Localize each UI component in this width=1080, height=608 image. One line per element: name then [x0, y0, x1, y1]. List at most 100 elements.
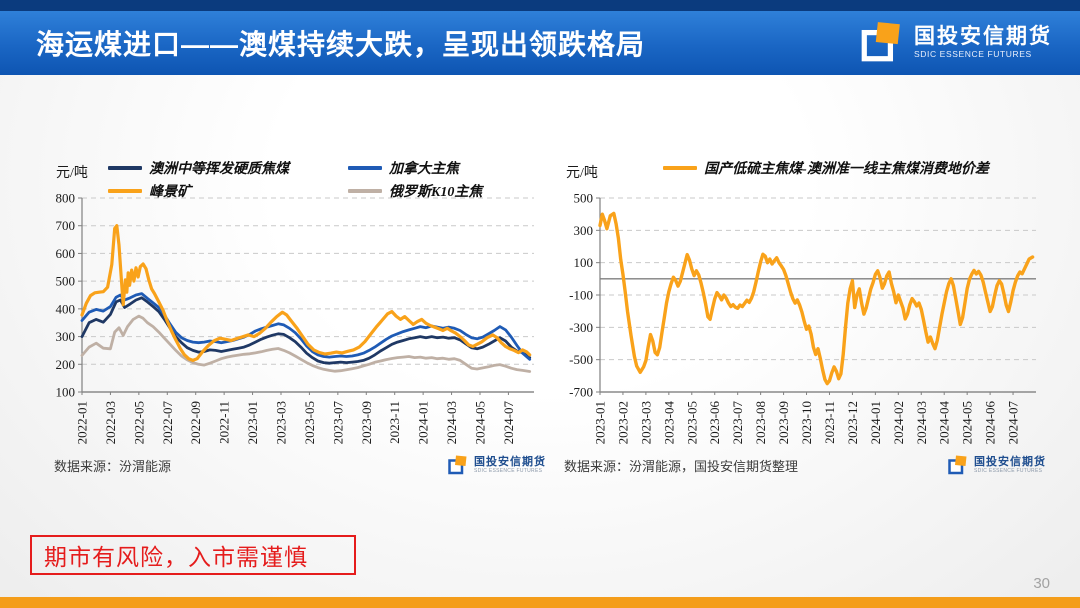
logo-mark-icon [948, 455, 967, 475]
risk-warning-box: 期市有风险，入市需谨慎 [30, 535, 356, 575]
line-chart-svg: 100 200 300 400 500 600 700 800 2022-01 2022-03 20… [56, 192, 534, 445]
watermark-logo: 国投安信期货 SDIC ESSENCE FUTURES [947, 454, 1046, 476]
header-top-strip [0, 0, 1080, 11]
logo-name: 国投安信期货 [974, 456, 1046, 468]
svg-text:2022-09: 2022-09 [188, 401, 203, 444]
legend-item: 国产低硫主焦煤-澳洲准一线主焦煤消费地价差 [663, 158, 989, 178]
legend-item: 俄罗斯K10主焦 [348, 181, 540, 201]
svg-text:100: 100 [56, 385, 76, 400]
chart-legend: 国产低硫主焦煤-澳洲准一线主焦煤消费地价差 [616, 158, 1036, 178]
legend-item: 峰景矿 [108, 181, 348, 201]
svg-text:800: 800 [56, 192, 76, 206]
svg-text:700: 700 [56, 218, 76, 233]
svg-text:2024-03: 2024-03 [914, 401, 929, 444]
risk-warning-text: 期市有风险，入市需谨慎 [44, 544, 308, 570]
watermark-text: 国投安信期货 SDIC ESSENCE FUTURES [974, 456, 1046, 474]
logo-mark-icon [861, 22, 900, 62]
svg-text:2023-05: 2023-05 [684, 401, 699, 444]
logo-subtitle: SDIC ESSENCE FUTURES [914, 49, 1032, 59]
svg-text:2023-12: 2023-12 [845, 401, 860, 444]
svg-text:2024-06: 2024-06 [983, 401, 998, 445]
svg-text:2024-01: 2024-01 [868, 401, 883, 444]
legend-swatch [108, 166, 142, 170]
svg-text:400: 400 [56, 301, 76, 316]
svg-text:-500: -500 [569, 352, 593, 367]
svg-text:2024-02: 2024-02 [891, 401, 906, 444]
svg-text:300: 300 [56, 329, 76, 344]
logo-name: 国投安信期货 [474, 456, 546, 468]
source-row: 数据来源：汾渭能源，国投安信期货整理 国投安信期货 SDIC ESSENCE F… [564, 454, 1046, 476]
logo-mark-icon [448, 455, 467, 475]
legend-swatch [348, 166, 382, 170]
svg-text:2023-11: 2023-11 [387, 401, 402, 444]
watermark-logo: 国投安信期货 SDIC ESSENCE FUTURES [447, 454, 546, 476]
left-price-chart: 元/吨 澳洲中等挥发硬质焦煤 加拿大主焦峰景矿 俄罗斯K10主焦 100 200 300… [46, 150, 548, 490]
svg-text:500: 500 [56, 274, 76, 289]
legend-swatch [108, 189, 142, 193]
svg-text:2022-01: 2022-01 [75, 401, 90, 444]
svg-text:300: 300 [574, 223, 594, 238]
logo-text: 国投安信期货 SDIC ESSENCE FUTURES [914, 25, 1052, 59]
svg-text:2024-05: 2024-05 [960, 401, 975, 444]
svg-text:2023-10: 2023-10 [799, 401, 814, 444]
legend-label: 国产低硫主焦煤-澳洲准一线主焦煤消费地价差 [704, 162, 989, 177]
data-source-label: 数据来源：汾渭能源，国投安信期货整理 [564, 458, 799, 474]
svg-text:2023-07: 2023-07 [330, 401, 345, 445]
svg-text:2022-07: 2022-07 [160, 401, 175, 445]
svg-text:2023-03: 2023-03 [638, 401, 653, 444]
line-chart-svg: -700 -500 -300 -100 100 300 500 2023-01 2023-02 2… [569, 192, 1036, 445]
svg-text:-300: -300 [569, 320, 593, 335]
svg-text:2024-05: 2024-05 [472, 401, 487, 444]
legend-label: 俄罗斯K10主焦 [389, 185, 483, 200]
header-bar: 海运煤进口——澳煤持续大跌，呈现出领跌格局 国投安信期货 SDIC ESSENC… [0, 11, 1080, 75]
watermark-text: 国投安信期货 SDIC ESSENCE FUTURES [474, 456, 546, 474]
y-axis-unit-label: 元/吨 [56, 166, 88, 181]
legend-swatch [348, 189, 382, 193]
data-source-label: 数据来源：汾渭能源 [54, 458, 172, 474]
svg-text:500: 500 [574, 192, 594, 206]
logo-subtitle: SDIC ESSENCE FUTURES [974, 468, 1043, 474]
svg-text:2023-03: 2023-03 [273, 401, 288, 444]
svg-text:2024-07: 2024-07 [1006, 401, 1021, 445]
svg-text:2024-07: 2024-07 [501, 401, 516, 445]
legend-swatch [663, 166, 698, 170]
svg-text:600: 600 [56, 246, 76, 261]
company-logo: 国投安信期货 SDIC ESSENCE FUTURES [858, 19, 1052, 65]
svg-text:2023-01: 2023-01 [593, 401, 608, 444]
svg-text:2024-04: 2024-04 [937, 401, 952, 445]
svg-text:2023-11: 2023-11 [822, 401, 837, 444]
source-row: 数据来源：汾渭能源 国投安信期货 SDIC ESSENCE FUTURES [54, 454, 546, 476]
page-title: 海运煤进口——澳煤持续大跌，呈现出领跌格局 [36, 29, 646, 60]
legend-label: 澳洲中等挥发硬质焦煤 [149, 162, 289, 177]
svg-text:2022-11: 2022-11 [217, 401, 232, 444]
logo-name: 国投安信期货 [914, 25, 1052, 48]
svg-text:2023-02: 2023-02 [615, 401, 630, 444]
legend-label: 峰景矿 [149, 185, 191, 200]
page-number: 30 [1033, 575, 1050, 592]
svg-text:2023-08: 2023-08 [753, 401, 768, 444]
svg-text:2023-07: 2023-07 [730, 401, 745, 445]
legend-item: 澳洲中等挥发硬质焦煤 [108, 158, 348, 178]
svg-text:2023-09: 2023-09 [359, 401, 374, 444]
right-spread-chart: 元/吨 国产低硫主焦煤-澳洲准一线主焦煤消费地价差 -700 -500 -300 -1… [556, 150, 1048, 490]
svg-text:100: 100 [574, 255, 594, 270]
svg-text:2023-06: 2023-06 [707, 401, 722, 445]
svg-text:200: 200 [56, 357, 76, 372]
y-axis-unit-label: 元/吨 [566, 166, 598, 181]
logo-subtitle: SDIC ESSENCE FUTURES [474, 468, 543, 474]
svg-text:2023-01: 2023-01 [245, 401, 260, 444]
legend-item: 加拿大主焦 [348, 158, 540, 178]
bottom-accent-bar [0, 597, 1080, 608]
chart-legend: 澳洲中等挥发硬质焦煤 加拿大主焦峰景矿 俄罗斯K10主焦 [108, 158, 540, 201]
svg-text:2023-04: 2023-04 [661, 401, 676, 445]
svg-text:2023-09: 2023-09 [776, 401, 791, 444]
svg-text:2023-05: 2023-05 [302, 401, 317, 444]
svg-text:-100: -100 [569, 288, 593, 303]
svg-text:2024-03: 2024-03 [444, 401, 459, 444]
svg-text:2022-03: 2022-03 [103, 401, 118, 444]
svg-text:2022-05: 2022-05 [131, 401, 146, 444]
svg-text:2024-01: 2024-01 [416, 401, 431, 444]
svg-text:-700: -700 [569, 385, 593, 400]
legend-label: 加拿大主焦 [389, 162, 459, 177]
